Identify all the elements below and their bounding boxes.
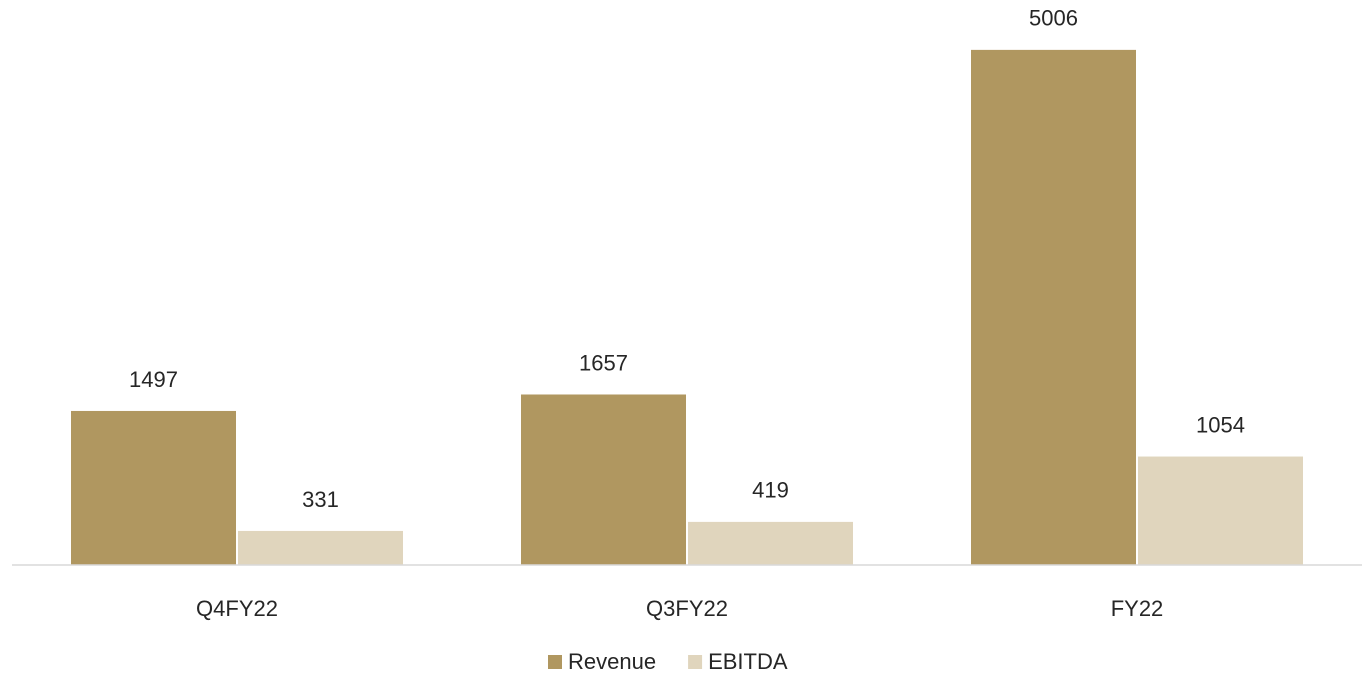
value-label: 1054 (1196, 412, 1245, 437)
bar (521, 394, 686, 565)
x-tick-label: Q4FY22 (196, 596, 278, 621)
value-label: 1657 (579, 350, 628, 375)
value-label: 419 (752, 478, 789, 503)
legend-label: Revenue (568, 649, 656, 674)
bar (238, 530, 403, 565)
legend-swatch (548, 655, 562, 669)
x-tick-label: Q3FY22 (646, 596, 728, 621)
value-label: 331 (302, 487, 339, 512)
bar (688, 521, 853, 565)
value-label: 1497 (129, 367, 178, 392)
legend-swatch (688, 655, 703, 669)
value-label: 5006 (1029, 6, 1078, 31)
bar (971, 49, 1136, 566)
legend-label: EBITDA (708, 649, 788, 674)
bar (1138, 456, 1303, 565)
x-tick-label: FY22 (1111, 596, 1164, 621)
bar (71, 410, 236, 565)
